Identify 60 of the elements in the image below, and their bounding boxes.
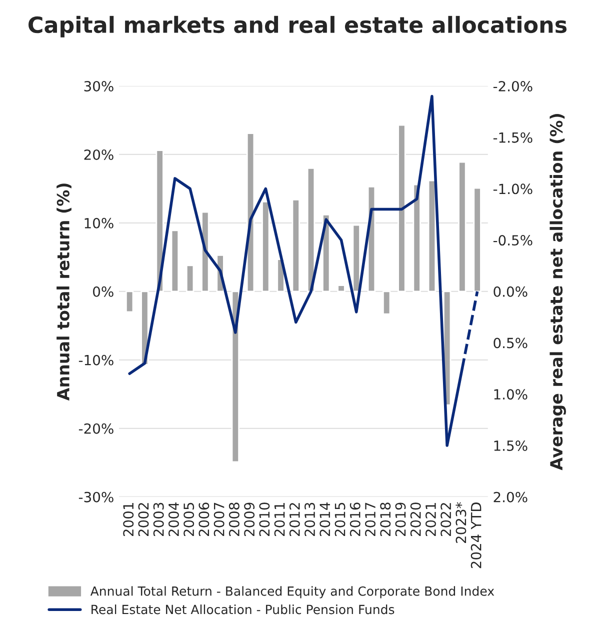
bar [292, 198, 300, 292]
x-tick-label: 2018 [380, 502, 391, 536]
y2-axis-title: Average real estate net allocation (%) [550, 114, 566, 470]
x-tick-label: 2024 YTD [470, 502, 482, 568]
x-tick-label: 2006 [198, 502, 210, 536]
x-tick-label: 2011 [274, 503, 285, 536]
x-tick-label: 2002 [138, 503, 149, 536]
y-tick-label: 20% [84, 149, 114, 160]
x-tick-label: 2008 [228, 502, 240, 536]
bar [412, 184, 421, 292]
bar [186, 264, 194, 292]
x-tick-label: 2009 [244, 502, 255, 536]
bar [306, 167, 316, 292]
y-axis-title: Annual total return (%) [56, 184, 72, 401]
y2-tick-label: 2.0% [494, 492, 528, 502]
bar [125, 290, 134, 313]
chart-title: Capital markets and real estate allocations [28, 16, 567, 38]
y2-tick-label: -2.0% [493, 80, 532, 92]
x-tick-label: 2015 [334, 502, 346, 536]
x-tick-label: 2003 [153, 502, 164, 536]
x-tick-label: 2012 [289, 503, 300, 536]
y-tick-label: -10% [78, 354, 114, 366]
x-tick-label: 2023* [456, 502, 466, 543]
legend-label: Annual Total Return - Balanced Equity and Corporate Bond Index [90, 586, 494, 598]
x-tick-label: 2014 [320, 502, 330, 536]
x-tick-label: 2022 [440, 503, 452, 536]
y2-tick-label: -0.5% [493, 235, 532, 246]
bar [428, 180, 436, 292]
bar [337, 284, 346, 292]
x-tick-label: 2004 [168, 502, 179, 536]
x-tick-label: 2016 [350, 502, 360, 536]
x-tick-label: 2021 [425, 503, 436, 536]
bar [398, 124, 406, 292]
y2-tick-label: 0.5% [494, 338, 528, 348]
y2-tick-label: 1.5% [494, 440, 528, 451]
x-tick-label: 2005 [184, 502, 194, 536]
legend-label: Real Estate Net Allocation - Public Pension Funds [92, 604, 394, 614]
x-tick-label: 2020 [410, 502, 421, 536]
bar [156, 150, 164, 292]
x-tick-label: 2010 [259, 502, 270, 536]
y-tick-label: 30% [84, 80, 114, 92]
x-tick-label: 2017 [365, 502, 376, 536]
y-tick-label: -20% [78, 423, 114, 434]
bar [473, 187, 482, 292]
y2-tick-label: 0.0% [494, 286, 528, 297]
y2-tick-label: -1.0% [493, 184, 532, 194]
x-tick-label: 2019 [395, 502, 406, 536]
x-tick-label: 2007 [214, 502, 224, 536]
bar [382, 290, 391, 315]
y-tick-label: 10% [84, 218, 114, 228]
x-tick-label: 2001 [123, 503, 134, 536]
bar [170, 230, 180, 292]
bar [458, 161, 466, 292]
y2-tick-label: -1.5% [493, 132, 532, 143]
bar [262, 201, 270, 292]
y-tick-label: 0% [93, 286, 114, 297]
x-tick-label: 2013 [304, 502, 316, 536]
bar [352, 224, 360, 292]
y2-tick-label: 1.0% [494, 389, 528, 400]
y-tick-label: -30% [78, 492, 114, 502]
